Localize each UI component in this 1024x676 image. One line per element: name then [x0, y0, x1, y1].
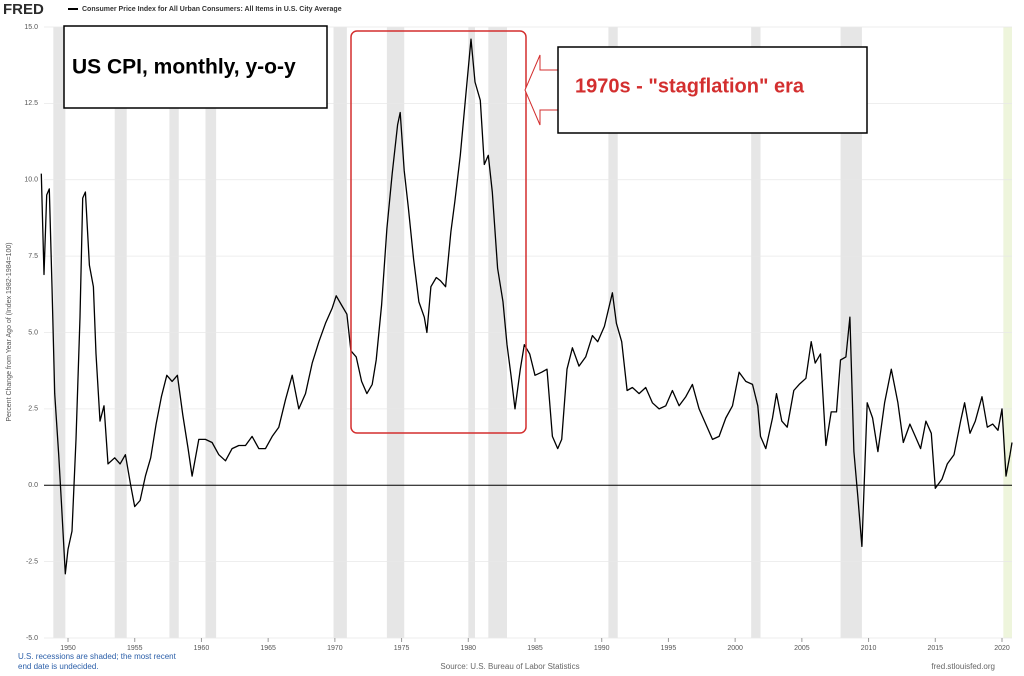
y-tick-label: 7.5: [28, 253, 38, 260]
y-tick-label: -2.5: [26, 558, 38, 565]
y-tick-label: -5.0: [26, 635, 38, 642]
annotation-box: [63, 25, 328, 109]
x-tick-label: 1995: [661, 645, 677, 652]
x-tick-label: 1955: [127, 645, 143, 652]
x-tick-label: 2010: [861, 645, 877, 652]
series-line: [40, 38, 1013, 575]
logo: FRED: [3, 1, 44, 18]
x-tick-label: 2015: [927, 645, 943, 652]
x-tick-label: 1975: [394, 645, 410, 652]
x-tick-label: 1950: [60, 645, 76, 652]
source: Source: U.S. Bureau of Labor Statistics: [440, 662, 579, 671]
x-tick-label: 1985: [527, 645, 543, 652]
x-tick-label: 1990: [594, 645, 610, 652]
legend-entry: Consumer Price Index for All Urban Consu…: [82, 6, 342, 13]
footer-note: U.S. recessions are shaded; the most rec…: [18, 652, 177, 661]
annotation: 1970s - "stagflation" era: [575, 75, 805, 97]
x-tick-label: 1965: [260, 645, 276, 652]
x-tick-label: 1980: [461, 645, 477, 652]
y-tick-label: 15.0: [24, 24, 38, 31]
x-tick-label: 2000: [727, 645, 743, 652]
callout-arrow: [524, 54, 558, 126]
y-tick-label: 12.5: [24, 100, 38, 107]
highlight-box: [350, 30, 527, 434]
x-tick-label: 1960: [194, 645, 210, 652]
y-axis-label: Percent Change from Year Ago of (Index 1…: [6, 242, 13, 421]
y-tick-label: 5.0: [28, 329, 38, 336]
x-tick-label: 2005: [794, 645, 810, 652]
y-tick-label: 0.0: [28, 482, 38, 489]
x-tick-label: 1970: [327, 645, 343, 652]
x-tick-label: 2020: [994, 645, 1010, 652]
y-tick-label: 2.5: [28, 406, 38, 413]
annotation-box: [557, 46, 868, 134]
y-tick-label: 10.0: [24, 177, 38, 184]
annotation: US CPI, monthly, y-o-y: [72, 56, 296, 79]
site: fred.stlouisfed.org: [931, 662, 995, 671]
footer-note: end date is undecided.: [18, 662, 99, 671]
